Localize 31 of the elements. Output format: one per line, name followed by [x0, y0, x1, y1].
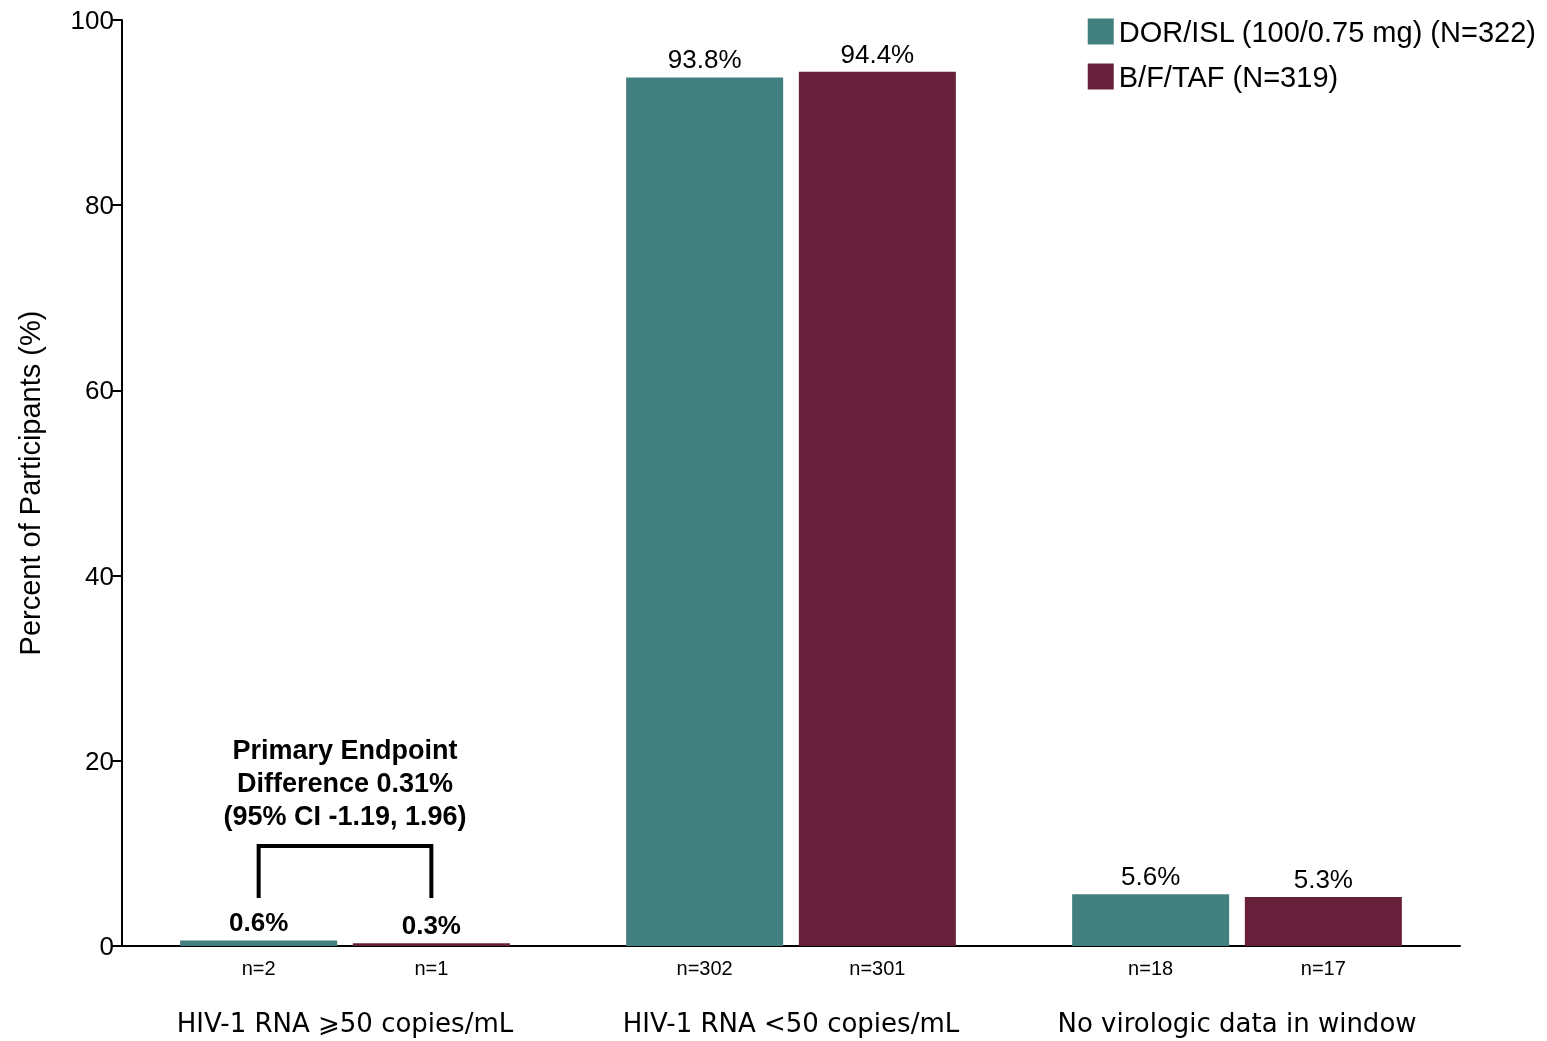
bar [180, 940, 338, 946]
data-label: 5.3% [1293, 863, 1353, 894]
x-tick-label: No virologic data in window [1057, 1008, 1417, 1038]
y-tick-label: 60 [85, 375, 114, 406]
data-label: 5.6% [1121, 861, 1181, 892]
text: n=301 [849, 957, 906, 979]
bar [1244, 896, 1402, 946]
text: n=2 [241, 957, 276, 979]
y-tick-label: 40 [85, 560, 114, 591]
bar [798, 71, 956, 946]
y-axis-title: Percent of Participants (%) [13, 310, 46, 656]
x-tick-label: HIV-1 RNA <50 copies/mL [622, 1008, 960, 1038]
annotation: Primary Endpoint Difference 0.31% (95% CI -1.19, 1.96) [223, 735, 467, 832]
bar [352, 943, 510, 946]
y-tick-label: 20 [85, 745, 114, 776]
bar [626, 77, 784, 946]
data-label: 93.8% [667, 44, 742, 75]
text: n=17 [1300, 957, 1346, 979]
data-label: 0.6% [229, 907, 289, 938]
data-label: 0.3% [401, 910, 461, 941]
y-tick-label: 100 [70, 5, 114, 35]
bar [1072, 894, 1230, 946]
text: n=18 [1128, 957, 1174, 979]
text: n=302 [676, 957, 733, 979]
legend-label: B/F/TAF (N=319) [1118, 60, 1339, 93]
x-tick-label: HIV-1 RNA ⩾50 copies/mL [176, 1008, 514, 1038]
y-tick-label: 0 [99, 931, 114, 961]
y-tick-label: 80 [85, 190, 114, 221]
data-label: 94.4% [840, 38, 915, 69]
legend-label: DOR/ISL (100/0.75 mg) (N=322) [1118, 15, 1536, 48]
text: n=1 [414, 957, 449, 979]
